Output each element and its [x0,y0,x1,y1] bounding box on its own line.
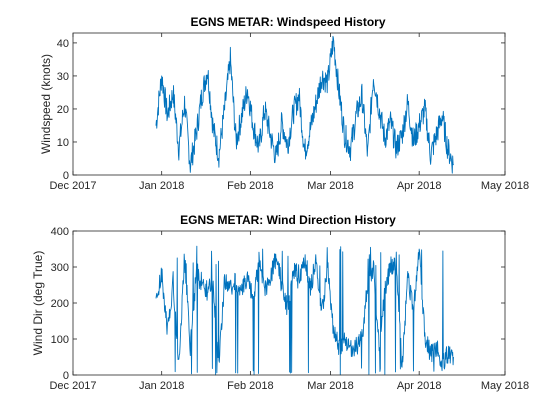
chart-wind-direction: EGNS METAR: Wind Direction History Wind … [31,213,529,392]
y-tick-label: 400 [51,226,69,238]
y-tick-label: 200 [51,298,69,310]
y-tick-label: 0 [63,370,69,382]
chart-windspeed: EGNS METAR: Windspeed History Windspeed … [39,15,529,192]
x-tick-label: Mar 2018 [307,380,353,392]
series-marks [155,245,454,376]
y-tick-label: 0 [63,170,69,182]
y-tick-label: 20 [57,104,69,116]
series-line [155,245,454,376]
y-tick-label: 300 [51,262,69,274]
x-tick-label: Mar 2018 [307,180,353,192]
y-axis-label: Wind Dir (deg True) [31,251,45,356]
x-tick-label: Dec 2017 [49,380,96,392]
x-tick-label: Apr 2018 [397,180,442,192]
x-tick-label: Dec 2017 [49,180,96,192]
x-tick-label: Jan 2018 [139,180,184,192]
y-tick-label: 40 [57,38,69,50]
chart-title: EGNS METAR: Wind Direction History [180,213,396,227]
x-tick-label: Apr 2018 [397,380,442,392]
series-line [155,35,454,174]
tick-labels: Dec 2017 Jan 2018 Feb 2018 Mar 2018 Apr 2018… [49,33,529,192]
y-tick-label: 30 [57,71,69,83]
y-axis-label: Windspeed (knots) [39,54,53,154]
y-tick-label: 100 [51,334,69,346]
series-marks [155,35,454,174]
y-tick-label: 10 [57,137,69,149]
plot-frame [72,230,506,376]
x-tick-label: Feb 2018 [227,180,273,192]
x-tick-label: May 2018 [481,380,529,392]
x-tick-label: Feb 2018 [227,380,273,392]
chart-title: EGNS METAR: Windspeed History [190,15,385,29]
x-tick-label: Jan 2018 [139,380,184,392]
x-tick-label: May 2018 [481,180,529,192]
plot-frame [72,32,506,176]
